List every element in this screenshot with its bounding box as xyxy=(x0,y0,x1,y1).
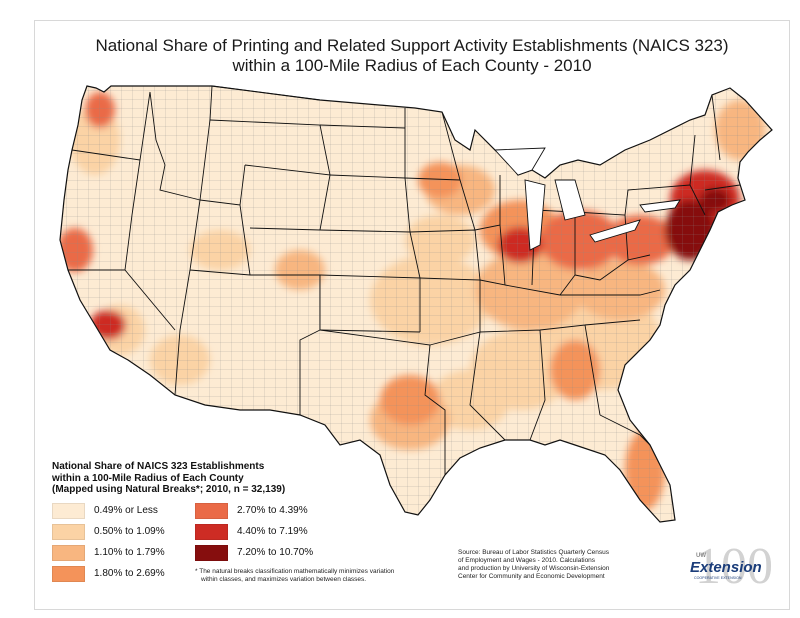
logo-number: 100 xyxy=(695,538,773,595)
legend-swatch xyxy=(52,524,85,540)
map-title: National Share of Printing and Related S… xyxy=(34,36,790,76)
footnote-line: within classes, and maximizes variation … xyxy=(201,576,367,583)
source-line: and production by University of Wisconsi… xyxy=(458,565,610,572)
legend-title-line: within a 100-Mile Radius of Each County xyxy=(52,472,244,484)
legend-label: 1.80% to 2.69% xyxy=(94,568,165,579)
legend-label: 0.50% to 1.09% xyxy=(94,526,165,537)
source-line: Source: Bureau of Labor Statistics Quart… xyxy=(458,549,610,556)
source-line: Center for Community and Economic Develo… xyxy=(458,573,605,580)
legend-swatch xyxy=(195,545,228,561)
legend-title: National Share of NAICS 323 Establishmen… xyxy=(52,461,352,496)
great-lakes xyxy=(494,147,681,251)
legend-label: 0.49% or Less xyxy=(94,505,158,516)
logo-wordmark: Extension xyxy=(690,559,762,576)
legend-label: 2.70% to 4.39% xyxy=(237,505,308,516)
logo-tag: UW xyxy=(696,553,706,559)
legend-title-line: (Mapped using Natural Breaks*; 2010, n =… xyxy=(52,484,286,495)
legend-swatch xyxy=(52,503,85,519)
source-line: of Employment and Wages - 2010. Calculat… xyxy=(458,557,596,564)
state-boundaries xyxy=(59,85,773,523)
map-title-line-1: National Share of Printing and Related S… xyxy=(95,36,729,55)
map-title-line-2: within a 100-Mile Radius of Each County … xyxy=(232,56,592,75)
footnote-line: * The natural breaks classification math… xyxy=(195,568,395,575)
uw-extension-100-logo: 100 UW Extension COOPERATIVE EXTENSION xyxy=(690,538,773,595)
legend-swatch xyxy=(52,566,85,582)
legend-title-line: National Share of NAICS 323 Establishmen… xyxy=(52,461,265,472)
legend-swatch xyxy=(195,524,228,540)
legend-label: 4.40% to 7.19% xyxy=(237,526,308,537)
source-note: Source: Bureau of Labor Statistics Quart… xyxy=(458,549,668,581)
legend-swatch xyxy=(195,503,228,519)
legend-footnote: * The natural breaks classification math… xyxy=(195,568,425,584)
legend-label: 1.10% to 1.79% xyxy=(94,547,165,558)
legend-label: 7.20% to 10.70% xyxy=(237,547,314,558)
legend-swatch xyxy=(52,545,85,561)
logo-subtitle: COOPERATIVE EXTENSION xyxy=(694,576,742,580)
